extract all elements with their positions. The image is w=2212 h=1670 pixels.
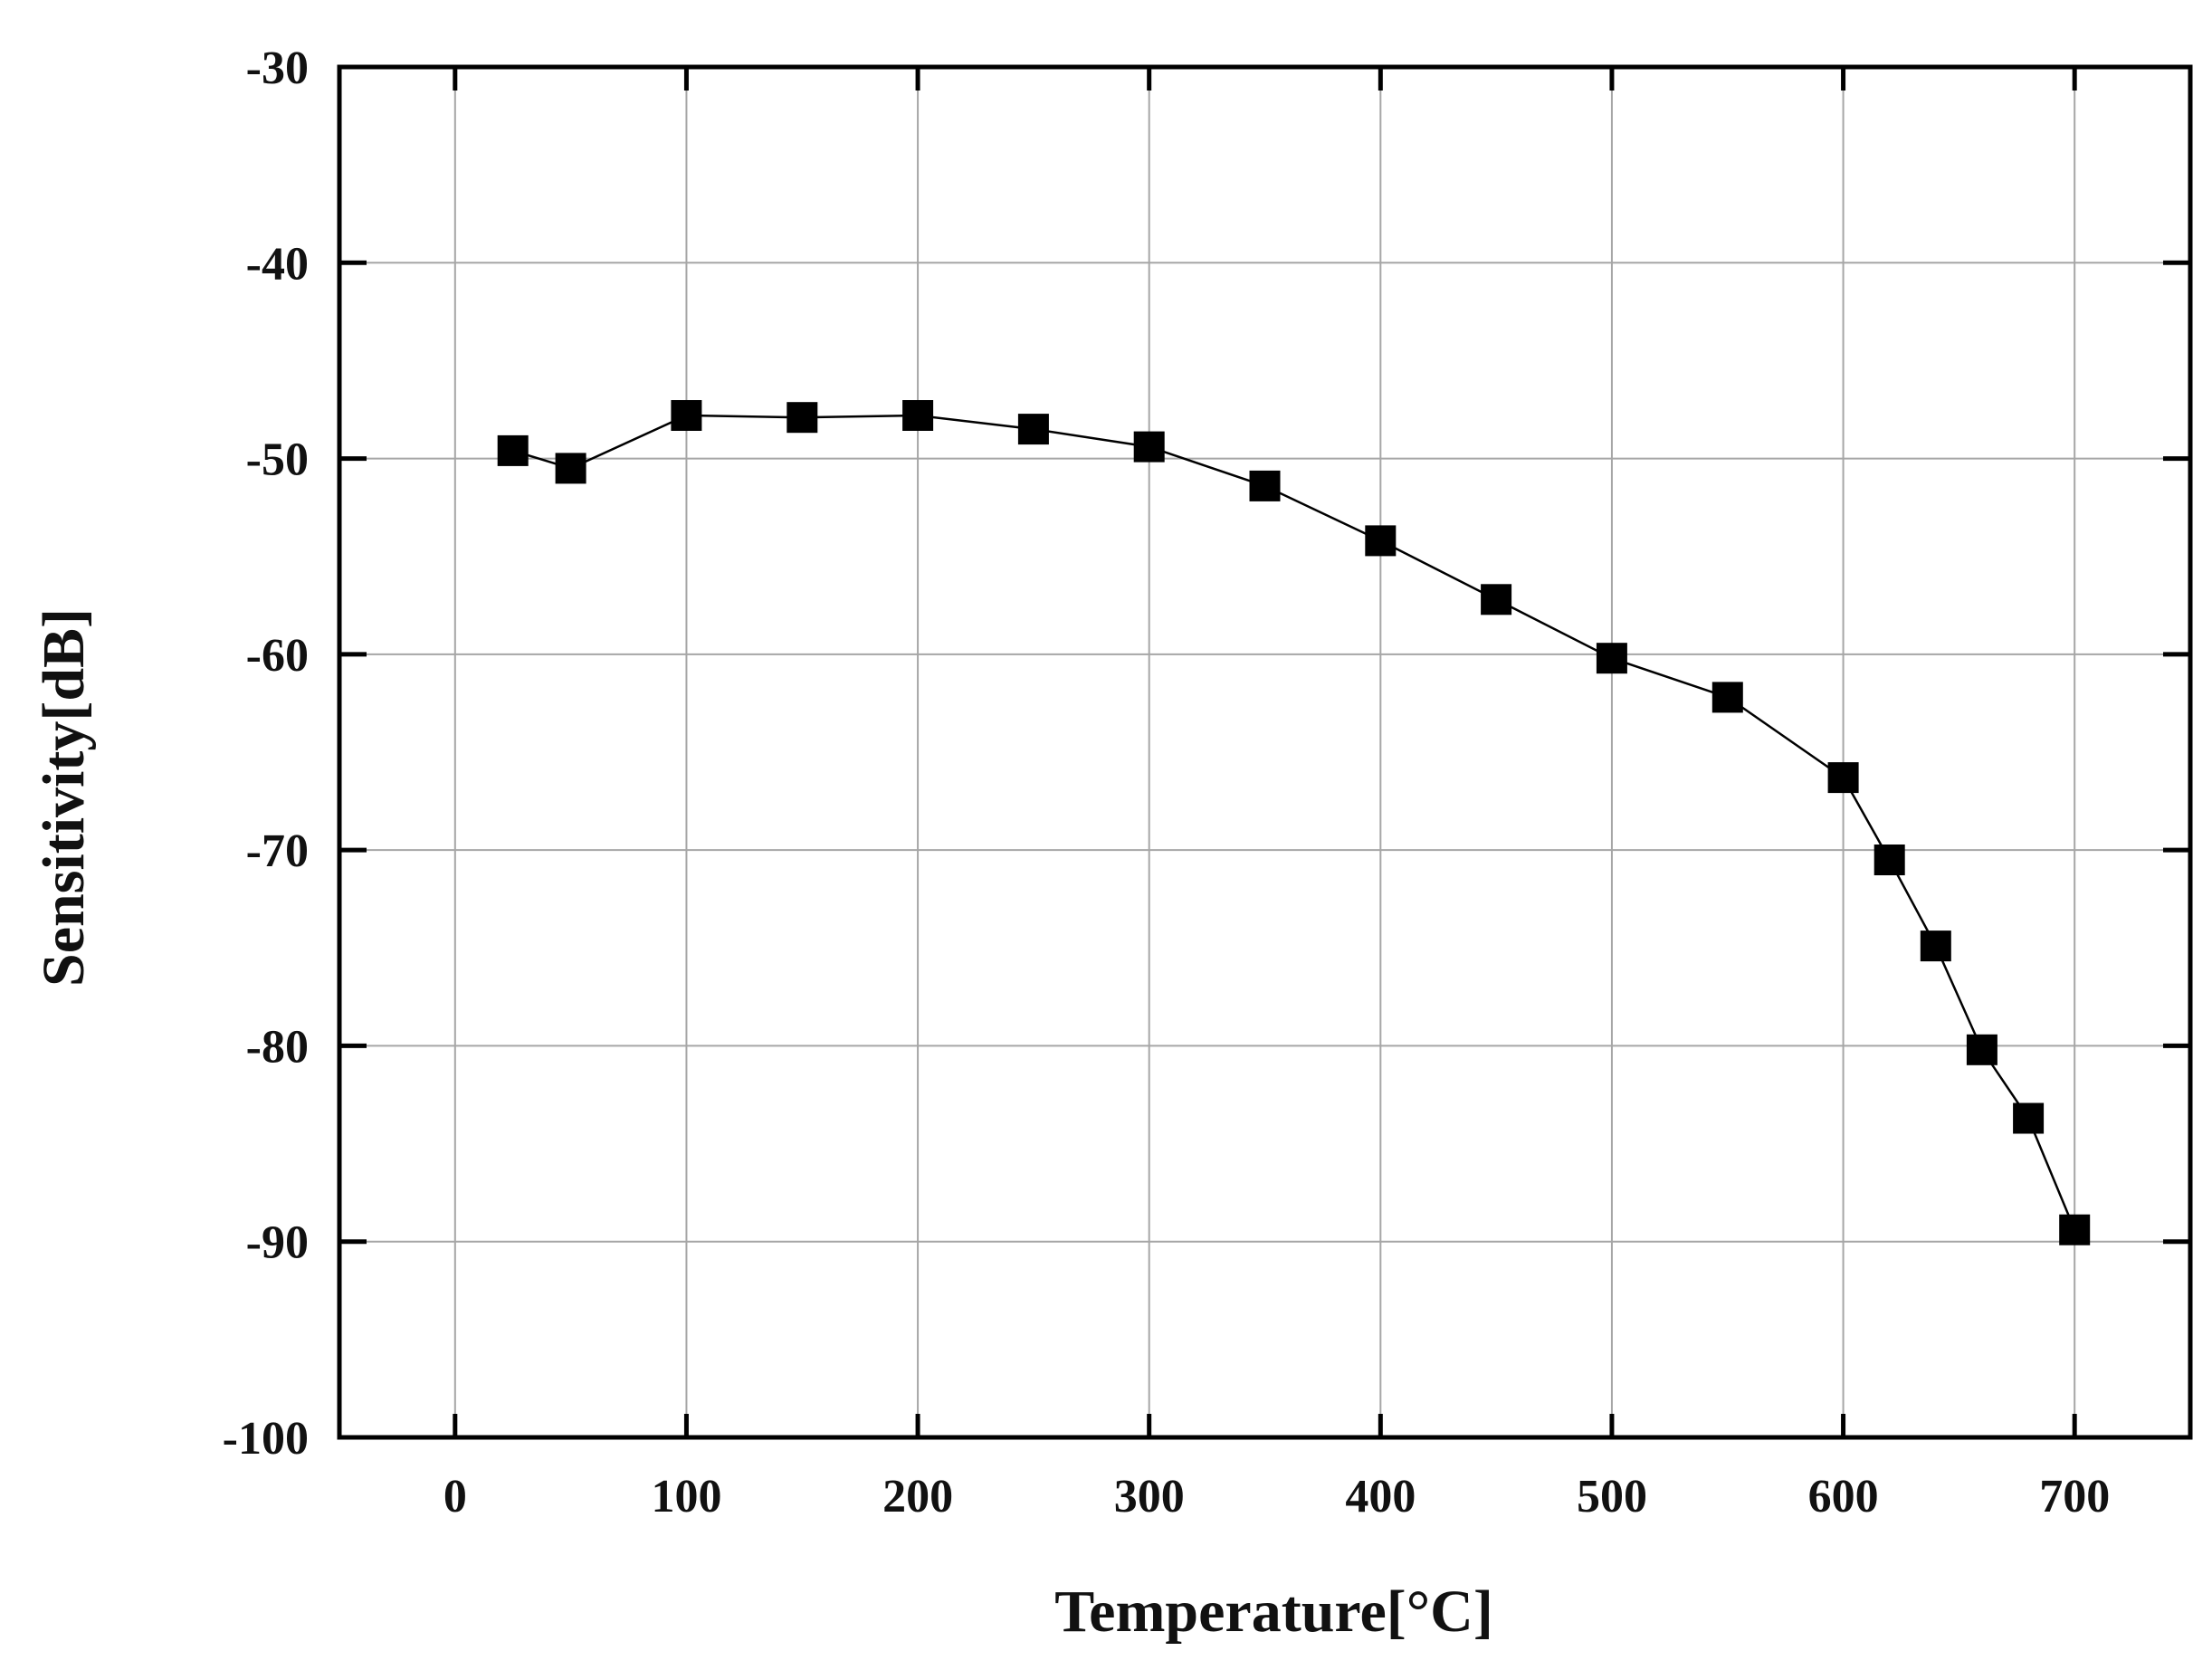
x-tick-label: 0 xyxy=(443,1471,467,1522)
x-tick-label: 600 xyxy=(1808,1471,1879,1522)
data-point-marker xyxy=(555,453,586,484)
data-point-marker xyxy=(671,400,702,431)
y-tick-label: -80 xyxy=(246,1021,309,1073)
tick-labels: 0 100 200 300 400 500 600 700 -30 -40 -50 -60 -70 -80… xyxy=(223,43,2111,1522)
data-point-marker xyxy=(1827,762,1859,794)
y-tick-label: -90 xyxy=(246,1217,309,1269)
y-tick-label: -70 xyxy=(246,825,309,877)
y-tick-label: -40 xyxy=(246,238,309,290)
data-point-marker xyxy=(1365,525,1397,557)
data-series xyxy=(497,400,2091,1245)
x-tick-label: 200 xyxy=(882,1471,953,1522)
data-point-marker xyxy=(787,402,818,434)
data-point-marker xyxy=(902,400,934,431)
data-point-marker xyxy=(1249,470,1281,501)
series-line xyxy=(512,414,2076,1231)
y-tick-label: -60 xyxy=(246,630,309,682)
data-point-marker xyxy=(1711,682,1743,713)
data-point-marker xyxy=(1920,930,1951,962)
x-tick-label: 300 xyxy=(1114,1471,1185,1522)
data-point-marker xyxy=(2013,1102,2045,1134)
data-point-marker xyxy=(1481,584,1512,616)
data-point-marker xyxy=(1596,643,1627,674)
grid-lines xyxy=(339,67,2190,1437)
y-tick-label: -50 xyxy=(246,434,309,486)
data-point-marker xyxy=(2059,1214,2091,1245)
data-point-marker xyxy=(1133,431,1165,463)
data-point-marker xyxy=(1874,845,1905,875)
data-point-marker xyxy=(1017,414,1049,445)
plot-frame xyxy=(337,64,2193,1440)
data-point-marker xyxy=(1966,1034,1997,1065)
x-tick-label: 700 xyxy=(2039,1471,2110,1522)
x-axis-title: Temperature[°C] xyxy=(1054,1579,1493,1645)
y-axis-title: Sensitivity[dB] xyxy=(31,608,97,987)
x-tick-label: 400 xyxy=(1345,1471,1416,1522)
data-point-marker xyxy=(497,434,529,466)
y-tick-label: -100 xyxy=(223,1413,309,1465)
x-tick-label: 100 xyxy=(651,1471,721,1522)
y-tick-label: -30 xyxy=(246,43,309,94)
axis-ticks xyxy=(339,64,2190,1440)
x-tick-label: 500 xyxy=(1577,1471,1647,1522)
